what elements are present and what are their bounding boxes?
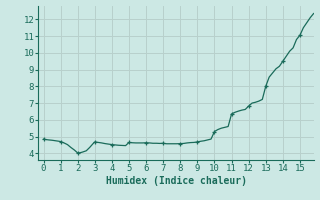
X-axis label: Humidex (Indice chaleur): Humidex (Indice chaleur) [106,176,246,186]
